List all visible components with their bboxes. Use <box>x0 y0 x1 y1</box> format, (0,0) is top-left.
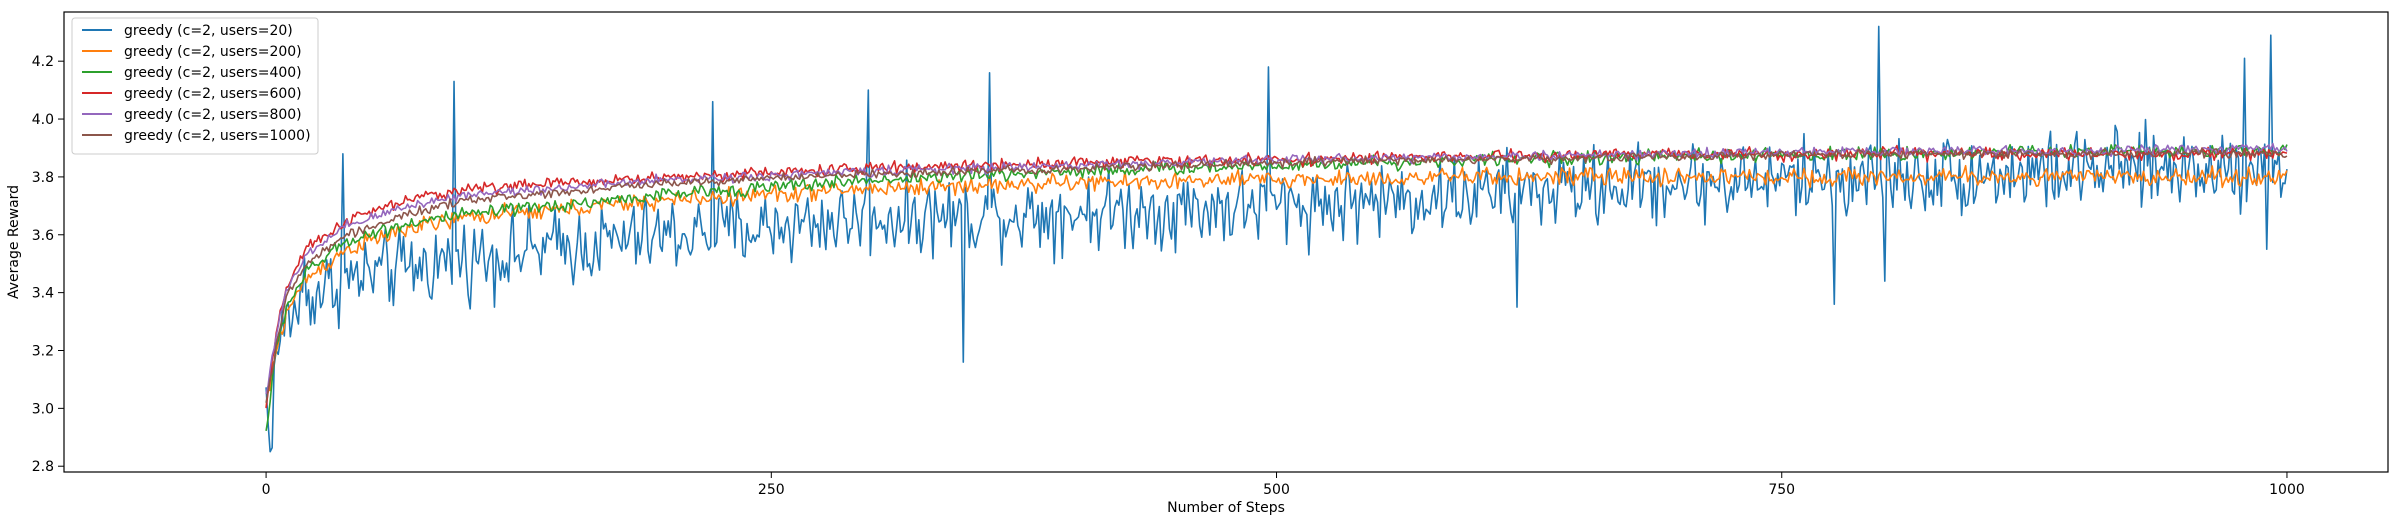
y-axis-label: Average Reward <box>6 185 22 299</box>
legend-entry: greedy (c=2, users=20) <box>124 23 293 39</box>
legend-entry: greedy (c=2, users=200) <box>124 44 302 60</box>
x-tick-label: 250 <box>758 482 785 498</box>
y-tick-label: 4.2 <box>32 54 54 70</box>
series-line <box>265 147 2288 403</box>
series-line <box>265 164 2288 408</box>
series-line <box>265 142 2288 395</box>
y-axis: 2.8 3.0 3.2 3.4 3.6 3.8 4.0 4.2 <box>32 54 64 475</box>
legend-entry: greedy (c=2, users=400) <box>124 65 302 81</box>
legend: greedy (c=2, users=20) greedy (c=2, users… <box>71 17 319 155</box>
x-tick-label: 1000 <box>2269 482 2305 498</box>
x-axis: 0 250 500 750 1000 <box>262 472 2305 498</box>
legend-entry: greedy (c=2, users=800) <box>124 107 302 123</box>
y-tick-label: 4.0 <box>32 112 54 128</box>
y-tick-label: 3.0 <box>32 401 54 417</box>
y-tick-label: 3.4 <box>32 286 54 302</box>
x-axis-label: Number of Steps <box>1167 500 1285 516</box>
x-tick-label: 500 <box>1263 482 1290 498</box>
x-tick-label: 0 <box>262 482 271 498</box>
series-line <box>265 25 2288 453</box>
x-tick-label: 750 <box>1768 482 1795 498</box>
legend-entry: greedy (c=2, users=600) <box>124 86 302 102</box>
y-tick-label: 3.2 <box>32 343 54 359</box>
plot-area <box>63 11 2389 473</box>
legend-entry: greedy (c=2, users=1000) <box>124 128 311 144</box>
y-tick-label: 3.6 <box>32 228 54 244</box>
series-layer <box>265 25 2288 453</box>
series-line <box>265 144 2288 409</box>
y-tick-label: 3.8 <box>32 170 54 186</box>
y-tick-label: 2.8 <box>32 459 54 475</box>
legend-box <box>71 17 319 155</box>
